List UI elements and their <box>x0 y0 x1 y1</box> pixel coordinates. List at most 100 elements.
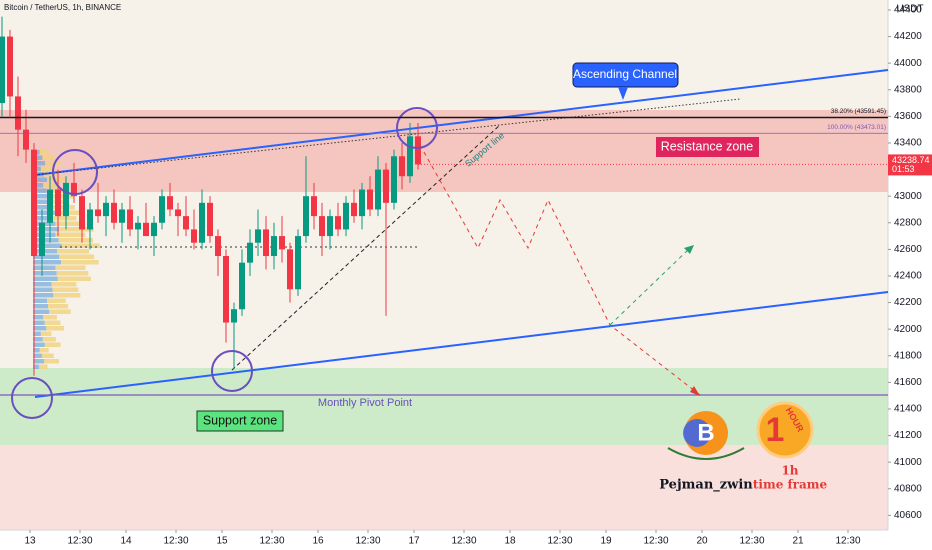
x-tick-label: 21 <box>792 536 804 547</box>
vp-bar <box>33 298 48 303</box>
vp-bar <box>53 293 81 298</box>
candle-body <box>407 136 413 177</box>
candle-body <box>399 156 405 177</box>
y-tick-label: 41200 <box>894 430 922 441</box>
candle-body <box>135 222 141 230</box>
x-tick-label: 13 <box>24 536 36 547</box>
vp-bar <box>45 161 62 166</box>
x-tick-label: 15 <box>216 536 228 547</box>
vp-bar <box>51 282 77 287</box>
vp-bar <box>51 216 77 221</box>
vp-bar <box>43 172 59 177</box>
vp-bar <box>33 205 51 210</box>
vp-bar <box>59 227 94 232</box>
vp-bar <box>42 155 55 160</box>
vp-bar <box>33 342 45 347</box>
vp-bar <box>33 359 45 364</box>
vp-bar <box>44 359 59 364</box>
resistance-label: Resistance zone <box>661 139 753 153</box>
y-tick-label: 42600 <box>894 244 922 255</box>
x-tick-label: 14 <box>120 536 132 547</box>
vp-bar <box>57 249 89 254</box>
x-tick-label: 12:30 <box>355 536 380 547</box>
candle-body <box>111 202 117 223</box>
vp-bar <box>33 331 41 336</box>
y-tick-label: 43600 <box>894 111 922 122</box>
y-tick-label: 43800 <box>894 84 922 95</box>
candle-body <box>7 36 13 97</box>
lower-zone <box>0 445 888 530</box>
candle-body <box>55 189 61 217</box>
logo-mark: B <box>697 419 714 446</box>
y-tick-label: 41800 <box>894 350 922 361</box>
candle-body <box>391 156 397 203</box>
candle-body <box>31 149 37 257</box>
vp-bar <box>33 353 42 358</box>
candle-body <box>199 202 205 243</box>
y-tick-label: 42200 <box>894 297 922 308</box>
x-tick-label: 12:30 <box>259 536 284 547</box>
vp-bar <box>33 161 46 166</box>
y-tick-label: 43400 <box>894 138 922 149</box>
candle-body <box>0 36 5 104</box>
resistance-label-box <box>656 137 759 157</box>
timeframe: time frame <box>753 478 828 492</box>
axis-unit: USDT <box>896 4 923 15</box>
candle-body <box>343 202 349 230</box>
vp-bar <box>44 342 61 347</box>
y-tick-label: 41600 <box>894 377 922 388</box>
candle-body <box>247 242 253 263</box>
vp-bar <box>33 364 40 369</box>
x-tick-label: 20 <box>696 536 708 547</box>
vp-bar <box>33 309 50 314</box>
x-tick-label: 19 <box>600 536 612 547</box>
vp-bar <box>33 243 62 248</box>
vp-bar <box>33 348 40 353</box>
candle-body <box>223 256 229 323</box>
channel-label: Ascending Channel <box>573 67 677 81</box>
chart-title: Bitcoin / TetherUS, 1h, BINANCE <box>4 3 121 12</box>
vp-bar <box>43 315 57 320</box>
timeframe: 1h <box>781 464 798 478</box>
y-tick-label: 40800 <box>894 483 922 494</box>
channel-lower <box>34 291 889 398</box>
candle-body <box>143 222 149 237</box>
logo-bitcoin <box>683 419 711 447</box>
highlight-circle <box>11 377 53 419</box>
vp-bar <box>33 304 49 309</box>
candle-body <box>319 216 325 237</box>
pivot-label: Monthly Pivot Point <box>318 397 412 409</box>
vp-bar <box>33 210 55 215</box>
logo-mark: 1 <box>766 411 785 449</box>
x-tick-label: 12:30 <box>835 536 860 547</box>
candle-body <box>207 202 213 237</box>
vp-bar <box>40 331 52 336</box>
candle-body <box>167 196 173 210</box>
vp-bar <box>52 287 79 292</box>
vp-bar <box>47 298 66 303</box>
candle-body <box>39 222 45 257</box>
vp-bar <box>33 337 43 342</box>
candle-body <box>383 169 389 203</box>
candle-body <box>327 216 333 237</box>
vp-bar <box>46 326 65 331</box>
vp-bar <box>50 194 74 199</box>
y-tick-label: 44400 <box>894 5 922 16</box>
vp-bar <box>55 265 86 270</box>
vp-bar <box>33 194 51 199</box>
candle-body <box>71 182 77 197</box>
vp-bar <box>33 254 60 259</box>
vp-bar <box>33 326 47 331</box>
candle-body <box>175 209 181 217</box>
x-tick-label: 12:30 <box>163 536 188 547</box>
vp-bar <box>33 155 43 160</box>
candle-body <box>311 196 317 217</box>
candle-body <box>239 262 245 310</box>
vp-bar <box>61 243 100 248</box>
vp-bar <box>42 337 56 342</box>
arrow-head <box>690 386 700 396</box>
candle-body <box>375 169 381 210</box>
vp-bar <box>40 166 52 171</box>
vp-bar <box>50 205 75 210</box>
candle-body <box>215 236 221 257</box>
